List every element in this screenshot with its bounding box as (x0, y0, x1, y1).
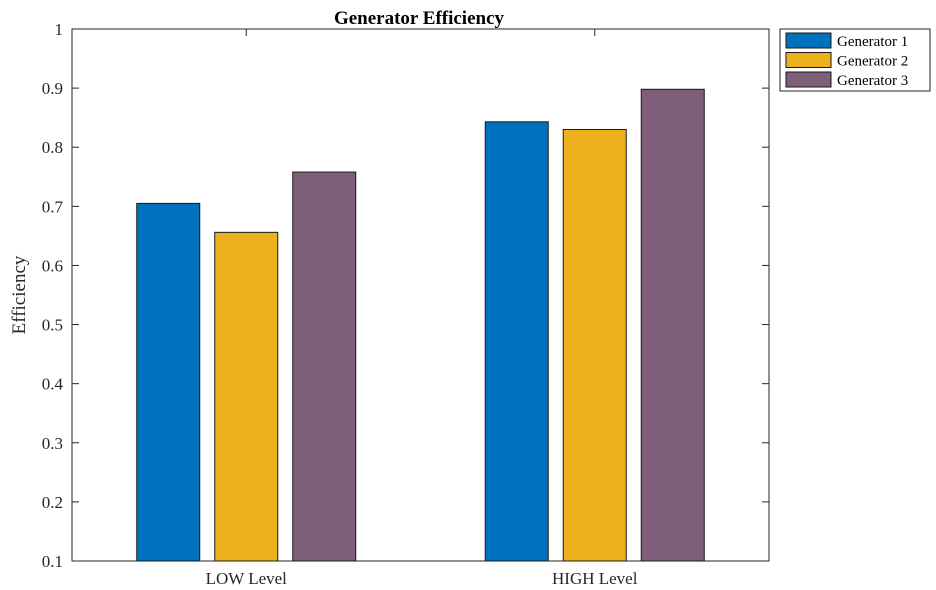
legend-entry-label: Generator 3 (837, 73, 908, 89)
x-tick-label: LOW Level (206, 569, 288, 588)
bar-generator-1-high-level (484, 121, 549, 562)
y-tick-label: 0.2 (42, 493, 63, 512)
bar-generator-2-high-level (562, 128, 627, 562)
legend-swatch (785, 52, 832, 68)
bar-generator-1-low-level (136, 202, 201, 562)
bar-generator-2-low-level (214, 231, 279, 562)
bar-generator-3-high-level (640, 88, 705, 562)
y-tick-label: 0.4 (42, 375, 64, 394)
y-tick-label: 1 (55, 20, 64, 39)
chart-title: Generator Efficiency (334, 8, 505, 29)
axes-box (71, 28, 770, 562)
legend-swatch (785, 32, 832, 49)
y-tick-label: 0.6 (42, 256, 63, 275)
legend: Generator 1 Generator 2 Generator 3 (779, 28, 931, 92)
y-tick-label: 0.9 (42, 79, 63, 98)
plot-area: 0.1 0.2 0.3 0.4 0.5 0.6 0.7 0.8 0.9 1 LOW Level HIG… (42, 20, 770, 588)
y-axis-label: Efficiency (9, 255, 30, 334)
y-tick-label: 0.5 (42, 316, 63, 335)
legend-swatch (785, 71, 832, 88)
y-tick-label: 0.8 (42, 138, 63, 157)
legend-entry-label: Generator 2 (837, 54, 908, 70)
bar-generator-3-low-level (292, 171, 357, 562)
y-tick-label: 0.1 (42, 552, 63, 571)
y-tick-label: 0.3 (42, 434, 63, 453)
legend-entry-label: Generator 1 (837, 34, 908, 50)
y-tick-label: 0.7 (42, 197, 64, 216)
x-tick-label: HIGH Level (552, 569, 638, 588)
